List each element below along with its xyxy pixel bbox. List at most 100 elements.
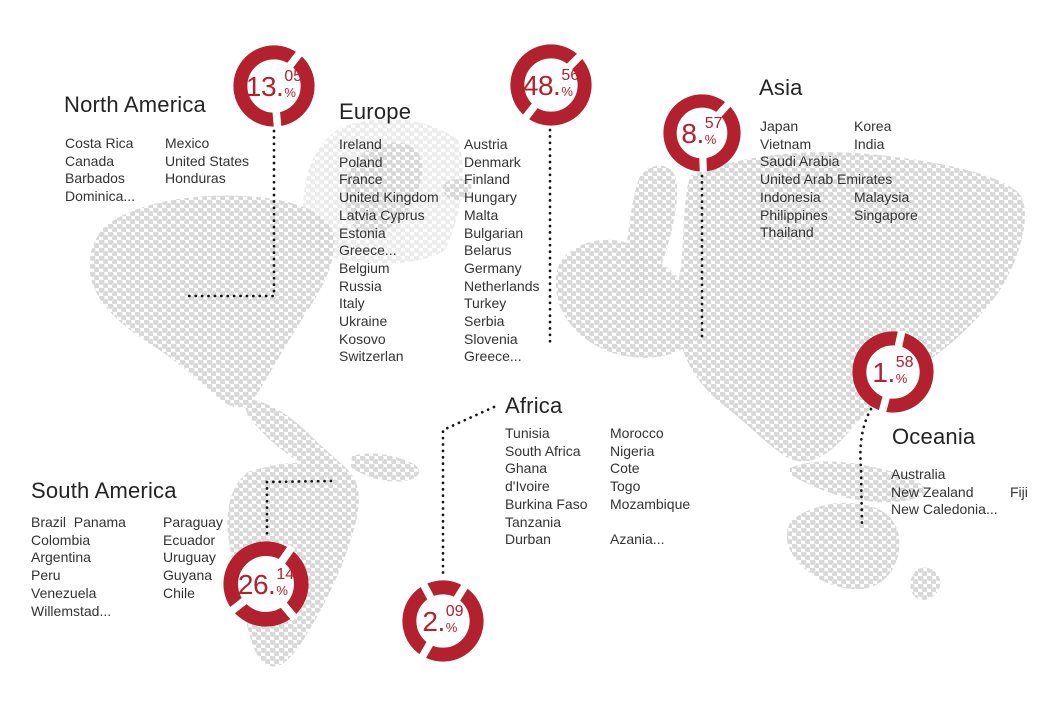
donut-oceania: 1. 58 % — [852, 331, 934, 413]
country-item: Singapore — [854, 206, 918, 223]
region-title-africa: Africa — [505, 393, 563, 418]
country-item: Ireland — [339, 136, 382, 152]
country-item — [1010, 466, 1028, 484]
country-item: Fiji — [1010, 483, 1028, 500]
donut-decimals: 14 — [276, 565, 295, 583]
donut-decimals: 58 — [895, 353, 914, 371]
country-item: Denmark — [464, 153, 521, 170]
country-item: Azania... — [610, 531, 665, 548]
country-item: Venezuela — [31, 584, 97, 601]
region-title-south-america: South America — [31, 478, 177, 503]
country-item: Slovenia — [464, 330, 518, 347]
donut-south-america: 26. 14 % — [223, 541, 309, 627]
donut-fraction: 58 % — [895, 353, 914, 386]
country-item: Japan — [760, 118, 799, 134]
connector-south-america — [265, 479, 333, 538]
continent-australia — [786, 502, 900, 590]
country-item: Latvia Cyprus — [339, 206, 425, 223]
percent-sign: % — [284, 84, 296, 100]
donut-value-africa: 2. 09 % — [402, 580, 484, 662]
connector-lines — [186, 128, 873, 577]
country-item: Argentina — [31, 549, 91, 566]
country-item: Durban — [505, 531, 551, 548]
donut-hole — [415, 593, 471, 649]
islands-new-zealand — [910, 567, 941, 601]
country-item: Korea — [854, 118, 892, 134]
country-item: France — [339, 171, 383, 188]
donut-value-asia: 8. 57 % — [663, 94, 741, 172]
country-item: Barbados — [65, 170, 125, 187]
region-title-europe: Europe — [339, 99, 412, 124]
country-item: United States — [165, 152, 250, 169]
country-item: Belarus — [464, 242, 512, 259]
donut-north-america: 13. 05 % — [233, 45, 315, 127]
country-item: Hungary — [464, 189, 517, 206]
donut-decimals: 05 — [284, 67, 303, 85]
country-item: Chile — [163, 584, 195, 601]
donut-value-europe: 48. 56 % — [510, 44, 592, 126]
percent-sign: % — [704, 131, 717, 147]
country-item: Tunisia — [505, 425, 550, 441]
country-item: Malta — [464, 206, 499, 223]
country-item: Mozambique — [610, 495, 691, 512]
donut-fraction: 05 % — [284, 67, 303, 100]
donut-africa: 2. 09 % — [402, 580, 484, 662]
country-item: Colombia — [31, 531, 91, 548]
country-list-south-america-col1: Brazil Panama Colombia Argentina Peru Venezu… — [31, 514, 126, 620]
country-item: Thailand — [760, 224, 814, 241]
country-item: Italy — [339, 295, 365, 312]
country-item: Serbia — [464, 313, 505, 330]
country-item: Bulgarian — [464, 224, 524, 241]
islands-caribbean — [351, 453, 420, 482]
donut-value-south-america: 26. 14 % — [223, 541, 309, 627]
donut-europe: 48. 56 % — [510, 44, 592, 126]
country-list-africa-col1: Tunisia South Africa Ghana d'Ivoire Burkina … — [505, 425, 587, 549]
country-item: Dominica... — [65, 188, 136, 205]
country-item: India — [854, 135, 885, 152]
country-item: Finland — [464, 171, 510, 188]
donut-decimals: 56 — [561, 66, 580, 84]
country-item: United Arab Emirates — [760, 171, 893, 188]
country-item: Mexico — [165, 135, 210, 151]
country-item: Honduras — [165, 170, 226, 187]
country-item: Russia — [339, 277, 382, 294]
donut-fraction: 57 % — [704, 115, 723, 147]
donut-ring-africa — [402, 580, 484, 662]
donut-hole — [676, 107, 728, 159]
country-item — [1010, 501, 1028, 519]
country-item: Saudi Arabia — [760, 153, 840, 170]
donut-fraction: 56 % — [561, 66, 580, 98]
country-item: Uruguay — [163, 549, 216, 566]
country-item: Willemstad... — [31, 602, 112, 619]
donut-ring — [852, 331, 934, 413]
country-item: Austria — [464, 136, 508, 152]
country-item: Costa Rica — [65, 135, 134, 151]
donut-number: 48. — [522, 69, 561, 101]
donut-fraction: 09 % — [445, 602, 464, 634]
country-item: South Africa — [505, 442, 581, 459]
country-item: Peru — [31, 567, 61, 584]
donut-value-north-america: 13. 05 % — [233, 45, 315, 127]
country-item: d'Ivoire — [505, 478, 550, 495]
donut-ring-oceania — [852, 331, 934, 413]
country-item: Kosovo — [339, 330, 386, 347]
islands-southeast-asia — [790, 461, 928, 503]
region-title-oceania: Oceania — [892, 424, 976, 449]
country-item: Paraguay — [163, 514, 223, 530]
percent-sign: % — [895, 370, 908, 386]
donut-ring — [223, 541, 309, 627]
region-title-north-america: North America — [64, 92, 206, 117]
donut-fraction: 14 % — [276, 565, 295, 597]
donut-decimals: 09 — [445, 602, 464, 620]
donut-value-oceania: 1. 58 % — [852, 331, 934, 413]
donut-hole — [865, 344, 921, 400]
country-item: Brazil Panama — [31, 514, 126, 530]
country-item: United Kingdom — [339, 189, 439, 206]
donut-hole — [523, 57, 579, 113]
country-list-south-america-col2: Paraguay Ecuador Uruguay Guyana Chile — [163, 514, 223, 603]
donut-ring-north-america — [233, 45, 315, 127]
donut-number: 13. — [245, 70, 284, 102]
country-item: New Caledonia... — [891, 501, 998, 518]
continent-europe — [555, 239, 702, 358]
